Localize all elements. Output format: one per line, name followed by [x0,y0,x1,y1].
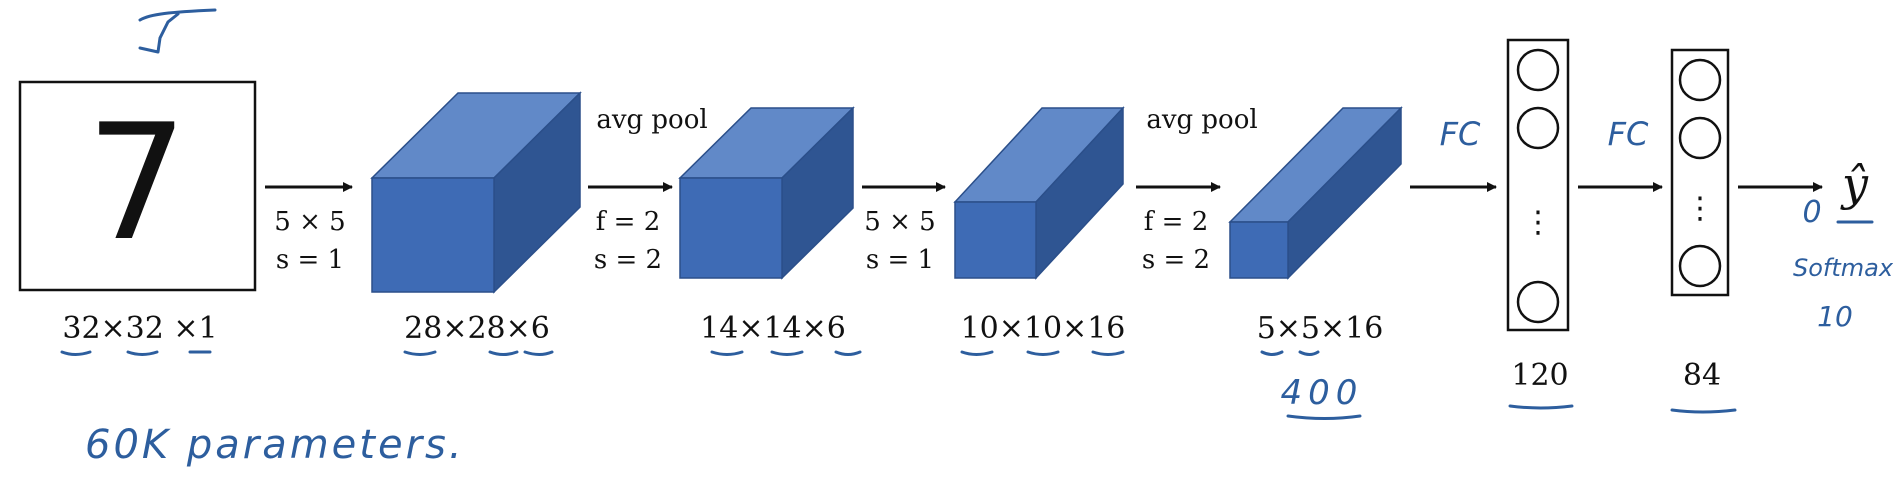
output-yhat: ŷ [1840,157,1869,211]
feature-map-cube-2 [678,106,855,280]
feature-map-cube-1 [370,91,582,294]
fc120-ellipsis: ⋮ [1523,205,1553,240]
op3-line1: 5 × 5 [864,207,935,237]
fc84-ellipsis: ⋮ [1685,191,1715,226]
layer4-underline [1260,350,1320,356]
flatten-size: 400 [1281,373,1364,413]
op2-line2: s = 2 [594,245,662,275]
input-underline [60,350,212,356]
op2-top: avg pool [596,105,707,135]
layer2-dims: 14×14×6 [700,311,846,346]
op4-top: avg pool [1146,105,1257,135]
fc120-neuron-last [1516,280,1560,324]
flatten-underline [1286,414,1362,420]
op3-line2: s = 1 [866,245,934,275]
fc84-underline [1670,408,1737,414]
fc120-size: 120 [1511,358,1568,393]
op1-line2: s = 1 [276,245,344,275]
layer1-underline [403,350,554,356]
fc84-neuron-2 [1678,116,1722,160]
layer1-dims: 28×28×6 [404,311,550,346]
input-image-box [18,80,257,292]
fc84-size: 84 [1683,358,1721,393]
op1-line1: 5 × 5 [274,207,345,237]
layer3-dims: 10×10×16 [961,311,1126,346]
parameter-count-note: 60K parameters. [85,422,465,468]
layer3-underline [960,350,1125,356]
softmax-classes: 10 [1817,300,1853,333]
input-dims: 32×32 ×1 [62,311,217,346]
fc120-underline [1508,404,1574,410]
layer4-dims: 5×5×16 [1257,311,1384,346]
fc120-neuron-2 [1516,106,1560,150]
fc1-label: FC [1440,115,1481,153]
fc84-neuron-last [1678,244,1722,288]
output-zero: 0 [1802,195,1821,230]
layer2-underline [710,350,862,356]
fc120-neuron-1 [1516,48,1560,92]
fc84-neuron-1 [1678,58,1722,102]
fc2-label: FC [1608,115,1649,153]
input-digit: 7 [86,89,188,276]
op2-line1: f = 2 [596,207,660,237]
feature-map-cube-3 [953,106,1125,280]
op4-line1: f = 2 [1144,207,1208,237]
handwritten-mark [138,8,217,54]
feature-map-cube-4 [1228,106,1403,280]
softmax-label: Softmax [1793,254,1893,282]
op4-line2: s = 2 [1142,245,1210,275]
